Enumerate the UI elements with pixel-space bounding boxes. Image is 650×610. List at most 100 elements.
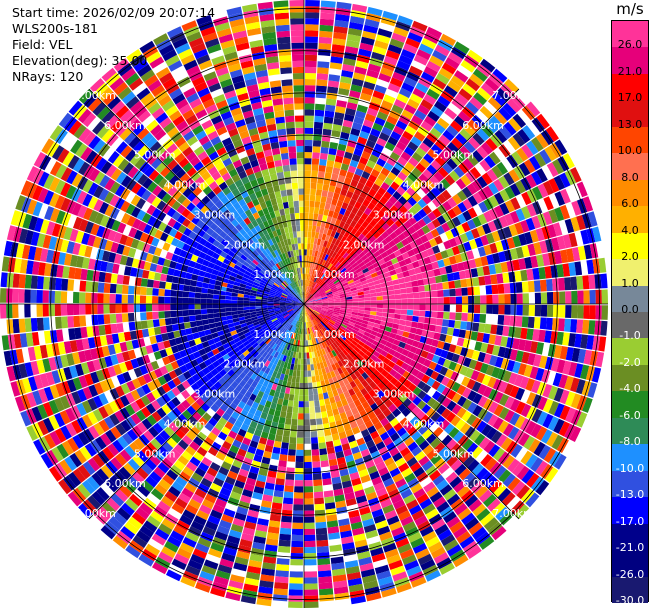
- velocity-gate: [291, 546, 303, 554]
- velocity-gate: [492, 92, 507, 107]
- velocity-gate: [298, 407, 304, 414]
- velocity-gate: [401, 82, 415, 93]
- velocity-gate: [469, 167, 482, 179]
- velocity-gate: [362, 198, 371, 208]
- velocity-gate: [145, 253, 154, 263]
- velocity-gate: [214, 226, 223, 235]
- velocity-gate: [380, 262, 388, 270]
- velocity-gate: [450, 227, 460, 238]
- velocity-gate: [304, 492, 314, 499]
- velocity-gate: [300, 237, 304, 244]
- velocity-gate: [243, 297, 250, 301]
- velocity-gate: [273, 104, 284, 112]
- velocity-gate: [395, 141, 407, 151]
- velocity-gate: [129, 153, 142, 166]
- velocity-gate: [296, 443, 304, 450]
- velocity-gate: [313, 283, 318, 289]
- velocity-gate: [274, 582, 289, 590]
- velocity-gate: [367, 6, 383, 17]
- velocity-gate: [454, 235, 463, 246]
- velocity-gate: [293, 394, 299, 402]
- velocity-gate: [406, 263, 414, 271]
- velocity-gate: [304, 522, 315, 529]
- velocity-gate: [290, 213, 296, 220]
- velocity-gate: [298, 301, 304, 304]
- velocity-gate: [342, 261, 350, 268]
- velocity-gate: [283, 239, 289, 247]
- velocity-gate: [54, 195, 66, 210]
- velocity-gate: [440, 33, 456, 46]
- velocity-gate: [315, 299, 322, 302]
- velocity-gate: [389, 77, 403, 88]
- velocity-gate: [277, 269, 283, 276]
- velocity-gate: [588, 274, 596, 289]
- velocity-gate: [117, 222, 127, 234]
- velocity-gate: [182, 109, 195, 120]
- velocity-gate: [385, 276, 393, 282]
- velocity-gate: [297, 158, 304, 165]
- velocity-gate: [446, 273, 455, 282]
- velocity-gate: [275, 279, 282, 285]
- velocity-gate: [408, 156, 419, 167]
- velocity-gate: [68, 100, 83, 116]
- velocity-gate: [337, 143, 347, 152]
- velocity-gate: [134, 286, 141, 295]
- velocity-gate: [310, 281, 314, 288]
- velocity-gate: [278, 539, 291, 547]
- velocity-gate: [304, 298, 307, 304]
- velocity-gate: [375, 254, 383, 262]
- velocity-gate: [309, 412, 316, 420]
- velocity-gate: [393, 125, 405, 136]
- velocity-gate: [289, 292, 295, 297]
- velocity-gate: [245, 285, 252, 290]
- velocity-gate: [231, 227, 239, 235]
- velocity-gate: [321, 259, 327, 267]
- velocity-gate: [278, 460, 287, 468]
- velocity-gate: [531, 171, 543, 186]
- velocity-gate: [322, 214, 328, 222]
- velocity-gate: [310, 418, 317, 426]
- velocity-gate: [525, 217, 536, 231]
- velocity-gate: [295, 287, 300, 294]
- velocity-gate: [146, 287, 153, 296]
- velocity-gate: [502, 272, 510, 283]
- velocity-gate: [110, 168, 122, 181]
- velocity-gate: [237, 310, 244, 315]
- velocity-gate: [300, 292, 303, 299]
- velocity-gate: [388, 290, 395, 296]
- velocity-gate: [232, 288, 239, 294]
- velocity-gate: [305, 279, 307, 286]
- velocity-gate: [315, 412, 322, 419]
- velocity-gate: [553, 291, 560, 304]
- velocity-gate: [304, 212, 309, 219]
- velocity-gate: [257, 157, 267, 165]
- velocity-gate: [357, 291, 365, 296]
- velocity-gate: [322, 301, 329, 303]
- velocity-gate: [347, 279, 354, 285]
- velocity-gate: [261, 258, 268, 266]
- velocity-gate: [226, 222, 235, 231]
- velocity-gate: [146, 153, 158, 165]
- velocity-gate: [311, 158, 320, 165]
- velocity-gate: [276, 197, 283, 205]
- velocity-gate: [444, 85, 458, 98]
- velocity-gate: [444, 57, 460, 70]
- velocity-gate: [7, 257, 16, 273]
- velocity-gate: [207, 43, 222, 54]
- velocity-gate: [423, 256, 432, 265]
- velocity-gate: [325, 440, 334, 449]
- velocity-gate: [477, 188, 489, 201]
- velocity-gate: [297, 170, 304, 177]
- velocity-gate: [267, 305, 274, 308]
- velocity-gate: [363, 145, 374, 154]
- velocity-gate: [146, 312, 153, 320]
- velocity-gate: [339, 207, 346, 216]
- velocity-gate: [325, 269, 331, 276]
- velocity-gate: [340, 235, 347, 243]
- velocity-gate: [299, 280, 302, 287]
- velocity-gate: [550, 237, 560, 251]
- velocity-gate: [438, 134, 451, 146]
- velocity-gate: [384, 200, 394, 210]
- velocity-gate: [200, 264, 208, 272]
- velocity-gate: [105, 114, 120, 129]
